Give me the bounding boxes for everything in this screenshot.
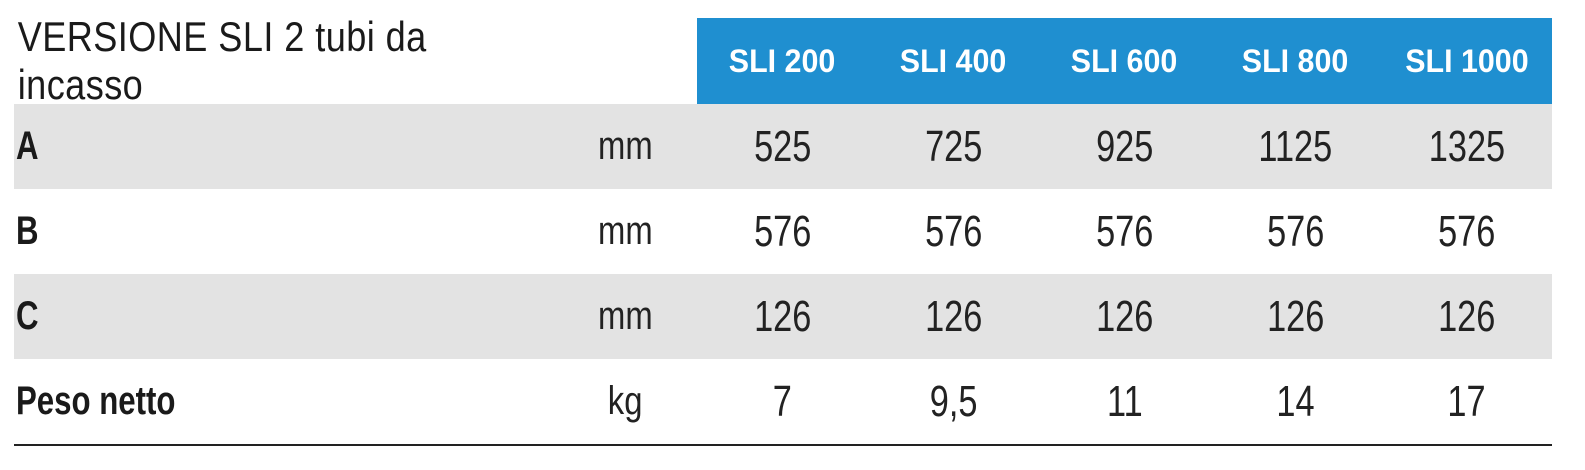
bottom-divider (14, 444, 1552, 446)
model-header: SLI 600 (1071, 42, 1178, 79)
value-cell: 126 (1095, 291, 1154, 341)
value-cell: 126 (1266, 291, 1325, 341)
value-cell: 1125 (1258, 121, 1333, 171)
unit-cell: kg (608, 379, 643, 423)
title-cell: VERSIONE SLI 2 tubi da incasso (14, 13, 554, 109)
model-header-block: SLI 200 SLI 400 SLI 600 SLI 800 SLI 1000 (697, 18, 1552, 104)
row-label: B (16, 209, 39, 253)
value-cell: 14 (1276, 376, 1315, 426)
model-header: SLI 800 (1242, 42, 1349, 79)
value-cell: 576 (1266, 206, 1325, 256)
value-cell: 7 (772, 376, 793, 426)
model-header: SLI 200 (729, 42, 836, 79)
model-header: SLI 400 (900, 42, 1007, 79)
table-row: C mm 126 126 126 126 126 (14, 274, 1552, 359)
table-row: Peso netto kg 7 9,5 11 14 17 (14, 359, 1552, 444)
value-cell: 11 (1106, 376, 1143, 426)
unit-cell: mm (598, 124, 653, 168)
value-cell: 9,5 (929, 376, 978, 426)
unit-cell: mm (598, 209, 653, 253)
model-header: SLI 1000 (1404, 42, 1529, 79)
value-cell: 17 (1447, 376, 1486, 426)
row-label-cell: Peso netto (14, 379, 554, 424)
value-cell: 126 (924, 291, 983, 341)
value-cell: 126 (753, 291, 812, 341)
value-cell: 576 (1095, 206, 1154, 256)
table-header-row: VERSIONE SLI 2 tubi da incasso SLI 200 S… (14, 13, 1552, 108)
spec-table: VERSIONE SLI 2 tubi da incasso SLI 200 S… (14, 13, 1552, 444)
value-cell: 1325 (1428, 121, 1505, 171)
table-row: A mm 525 725 925 1125 1325 (14, 104, 1552, 189)
value-cell: 576 (1437, 206, 1496, 256)
row-label-cell: B (14, 209, 554, 254)
table-row: B mm 576 576 576 576 576 (14, 189, 1552, 274)
row-label: A (16, 124, 39, 168)
value-cell: 925 (1095, 121, 1154, 171)
value-cell: 725 (924, 121, 983, 171)
value-cell: 576 (924, 206, 983, 256)
table-title: VERSIONE SLI 2 tubi da incasso (17, 13, 427, 108)
value-cell: 576 (753, 206, 812, 256)
row-label-cell: C (14, 294, 554, 339)
row-label-cell: A (14, 124, 554, 169)
unit-cell: mm (598, 294, 653, 338)
row-label: C (16, 294, 39, 338)
value-cell: 126 (1437, 291, 1496, 341)
value-cell: 525 (753, 121, 812, 171)
row-label: Peso netto (16, 379, 176, 423)
